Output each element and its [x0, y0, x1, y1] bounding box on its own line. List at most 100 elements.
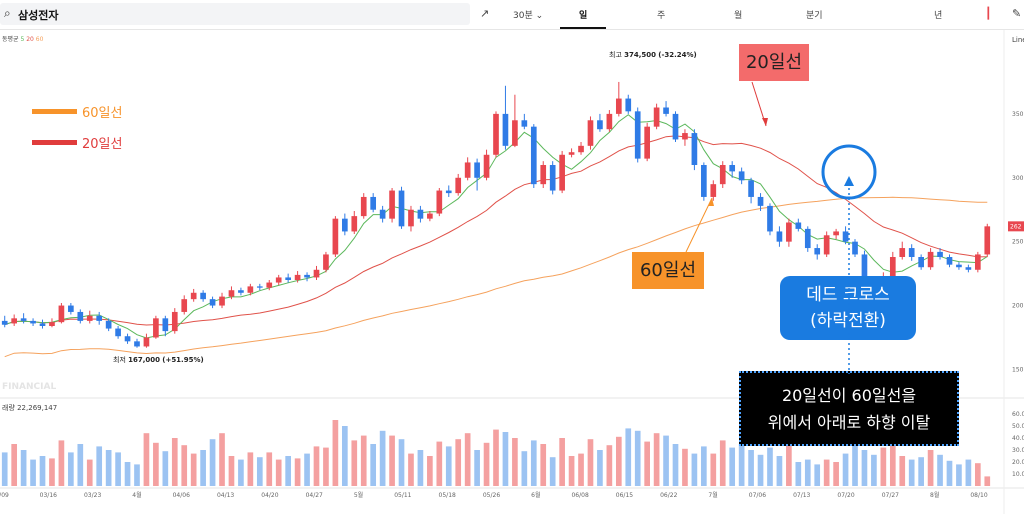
candle-body — [653, 107, 660, 127]
explanation-line2: 위에서 아래로 하향 이탈 — [767, 413, 931, 432]
tab-month[interactable]: 월 — [734, 11, 743, 21]
price-tick-label: 150 — [1012, 366, 1024, 373]
volume-bar — [682, 448, 688, 486]
candle-body — [124, 336, 131, 342]
candle-body — [927, 251, 934, 268]
callout-20ma: 20일선 — [739, 44, 809, 81]
volume-bar — [927, 450, 934, 486]
price-tick-label: 300 — [1012, 175, 1024, 182]
draw-icon[interactable]: ✎ — [1012, 7, 1022, 20]
volume-bar — [634, 430, 641, 486]
x-tick-label: 5월 — [354, 491, 363, 499]
candle-body — [559, 154, 565, 191]
candle-body — [115, 328, 121, 337]
legend-20-swatch — [32, 140, 77, 145]
volume-bar — [918, 457, 924, 486]
high-change: (-32.24%) — [658, 51, 697, 59]
tab-year[interactable]: 년 — [934, 11, 943, 21]
ma60-line — [4, 196, 988, 358]
candle-body — [946, 257, 953, 265]
volume-bar — [323, 447, 329, 486]
high-marker: 최고 374,500 (-32.24%) — [609, 50, 697, 60]
volume-bar — [880, 447, 887, 486]
candle-body — [436, 190, 443, 214]
axis-mode-label[interactable]: Line — [1012, 36, 1024, 44]
ma20-series — [4, 135, 988, 326]
volume-bar — [398, 439, 405, 486]
volume-bar — [408, 453, 414, 486]
x-tick-label: 06/15 — [616, 492, 633, 499]
x-tick-label: 6월 — [531, 491, 540, 499]
volume-bar — [946, 460, 953, 486]
candle-body — [512, 120, 518, 146]
candle-body — [795, 222, 802, 229]
volume-bar — [30, 459, 36, 486]
volume-bar — [219, 433, 225, 486]
volume-bar — [729, 447, 736, 486]
tab-quarter[interactable]: 분기 — [806, 11, 823, 21]
ma60-legend: 60 — [35, 36, 44, 43]
volume-bar — [833, 462, 839, 486]
volume-bar — [512, 438, 518, 486]
volume-bar — [644, 441, 650, 486]
tab-day[interactable]: 일 — [579, 11, 588, 21]
candle-body — [729, 165, 736, 172]
candle-body — [823, 235, 830, 255]
candle-body — [644, 126, 650, 159]
candle-body — [474, 162, 480, 178]
volume-bar — [691, 453, 698, 486]
callout-explanation: 20일선이 60일선을 위에서 아래로 하향 이탈 — [739, 371, 959, 446]
volume-tick-label: 30.0 — [1012, 447, 1024, 454]
candle-body — [899, 248, 906, 257]
candle-body — [861, 254, 868, 283]
volume-bar — [502, 432, 509, 486]
volume-bar — [483, 442, 490, 486]
candle-body — [77, 311, 84, 321]
volume-bar — [39, 456, 46, 486]
candle-body — [663, 107, 669, 114]
volume-bar — [956, 464, 962, 486]
interval-select[interactable]: 30분 ⌄ — [513, 11, 544, 21]
low-value: 167,000 — [128, 356, 161, 364]
candle-body — [455, 177, 462, 194]
x-tick-label: 07/06 — [749, 492, 766, 499]
candle-body — [1, 320, 8, 325]
volume-bar — [275, 459, 282, 486]
volume-bar — [974, 463, 981, 486]
volume-bar — [256, 457, 263, 486]
candle-body — [68, 305, 74, 312]
candle-body — [219, 296, 225, 306]
x-tick-label: 03/16 — [40, 492, 57, 499]
candle-body — [275, 277, 282, 283]
volume-bar — [530, 440, 537, 486]
volume-bar — [597, 450, 603, 486]
active-tab-underline — [560, 27, 606, 29]
chart-type-icon[interactable]: ↗ — [480, 7, 490, 20]
volume-bar — [823, 459, 830, 486]
candle-body — [266, 282, 273, 288]
volume-bar — [370, 444, 377, 486]
volume-bar — [228, 456, 235, 486]
volume-bar — [871, 454, 877, 486]
stock-search-input[interactable]: ⌕ 삼성전자 — [0, 3, 470, 25]
candle-icon[interactable]: ┃ — [985, 7, 992, 20]
candle-body — [757, 196, 764, 206]
volume-bar — [379, 430, 386, 486]
tab-week[interactable]: 주 — [657, 11, 666, 21]
volume-bar — [427, 456, 433, 486]
last-price-tag: 262 — [1010, 223, 1022, 230]
volume-bar — [313, 446, 320, 486]
candle-body — [323, 254, 329, 270]
volume-bar — [549, 457, 556, 486]
candle-body — [228, 290, 235, 297]
volume-bar — [11, 444, 18, 486]
volume-bar — [134, 464, 140, 486]
x-tick-label: 04/06 — [173, 492, 190, 499]
volume-bar — [86, 459, 93, 486]
candle-body — [672, 113, 679, 140]
volume-bar — [200, 450, 206, 486]
volume-bar — [143, 433, 150, 486]
volume-bar — [294, 458, 301, 486]
candle-body — [615, 98, 622, 114]
